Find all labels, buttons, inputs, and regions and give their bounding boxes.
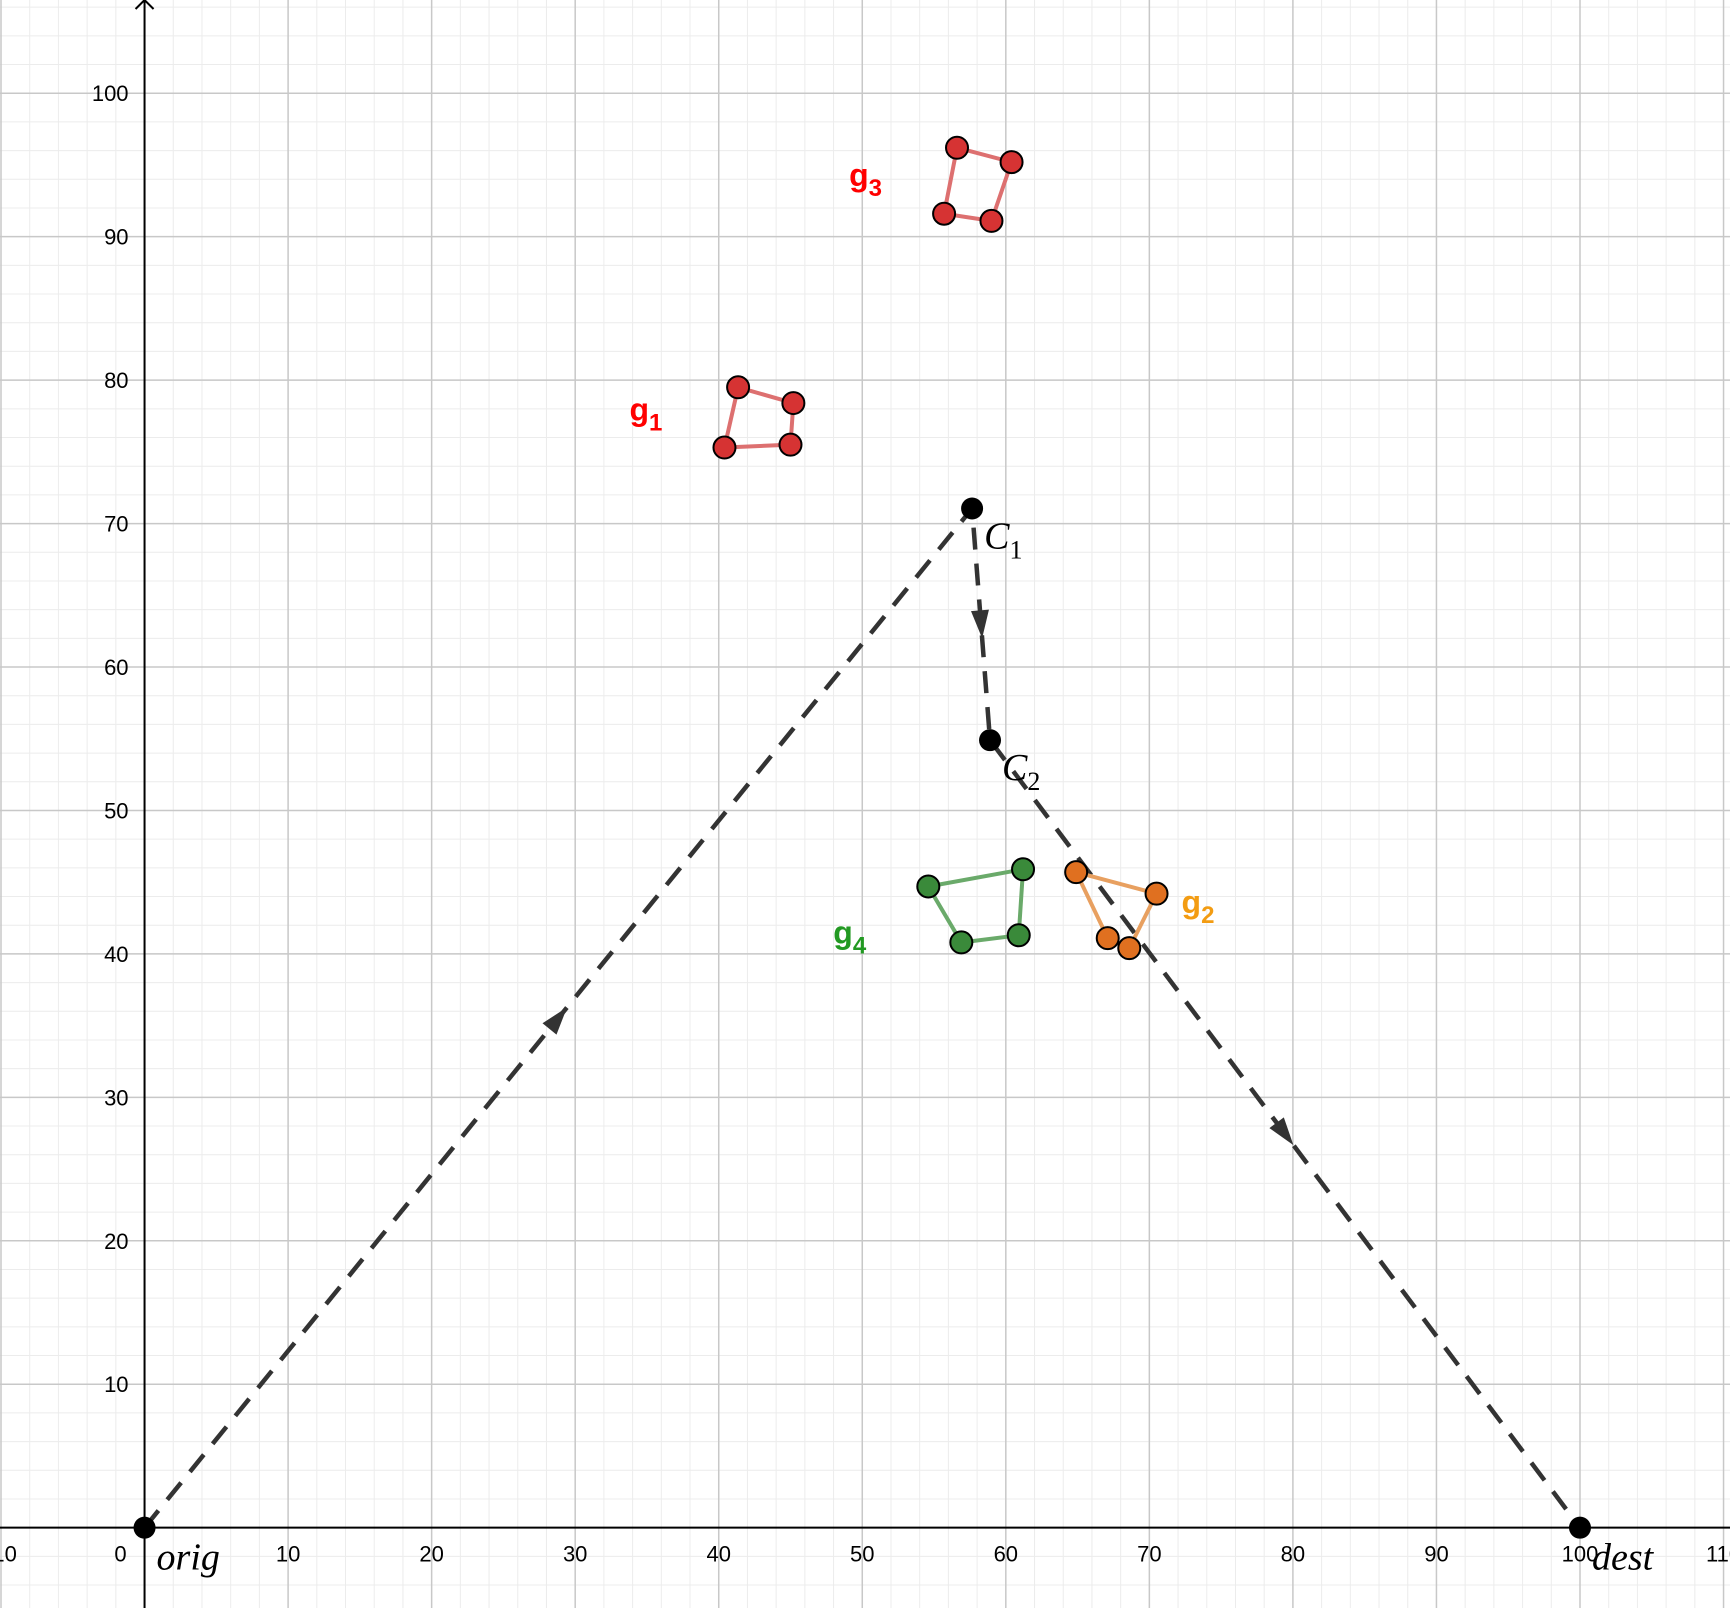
group-vertex — [1064, 860, 1089, 885]
group-label: g2 — [1182, 884, 1215, 929]
y-axis-arrow — [134, 0, 155, 10]
point-name: orig — [157, 1537, 220, 1579]
y-tick-label: 80 — [104, 368, 128, 393]
x-tick-label: 10 — [276, 1542, 300, 1567]
point-name: C — [1002, 747, 1028, 789]
group-vertex — [949, 930, 974, 955]
y-tick-label: 60 — [104, 655, 128, 680]
y-tick-label: 40 — [104, 942, 128, 967]
group-name: g — [629, 392, 649, 428]
point-name: C — [984, 516, 1010, 558]
x-tick-label: 40 — [706, 1542, 730, 1567]
group-label: g4 — [833, 914, 867, 959]
x-tick-label: 110 — [1706, 1542, 1730, 1567]
point-label: C2 — [1002, 747, 1040, 796]
group-name: g — [833, 914, 853, 950]
point-label: dest — [1592, 1537, 1655, 1579]
point — [979, 729, 1002, 752]
point-label: C1 — [984, 516, 1022, 565]
route-arrow — [1269, 1117, 1294, 1146]
route-arrow — [542, 1007, 568, 1035]
x-tick-label: -10 — [0, 1542, 17, 1567]
y-tick-label: 10 — [104, 1372, 128, 1397]
x-tick-label: 90 — [1424, 1542, 1448, 1567]
y-tick-label: 100 — [92, 81, 129, 106]
group-vertex — [932, 201, 957, 226]
group-vertex — [1006, 923, 1031, 948]
group-vertex — [1095, 926, 1120, 951]
group-index: 2 — [1201, 902, 1214, 929]
group-vertex — [726, 375, 751, 400]
point — [133, 1516, 156, 1539]
group-vertex — [712, 435, 737, 460]
x-tick-label: 20 — [419, 1542, 443, 1567]
group-label: g1 — [629, 392, 662, 437]
x-tick-label: 50 — [850, 1542, 874, 1567]
point — [1568, 1516, 1591, 1539]
x-tick-label: 30 — [563, 1542, 587, 1567]
y-tick-label: 90 — [104, 225, 128, 250]
group-vertex — [781, 391, 806, 416]
group-vertex — [945, 135, 970, 160]
point — [961, 497, 984, 520]
group-name: g — [849, 157, 869, 193]
y-tick-label: 70 — [104, 512, 128, 537]
y-tick-label: 50 — [104, 798, 128, 823]
x-tick-label: 0 — [114, 1542, 126, 1567]
point-label: orig — [157, 1537, 220, 1579]
x-tick-label: 100 — [1562, 1542, 1599, 1567]
group-vertex — [979, 208, 1004, 233]
y-tick-label: 30 — [104, 1085, 128, 1110]
x-tick-label: 80 — [1281, 1542, 1305, 1567]
group-vertex — [1117, 936, 1142, 961]
group-vertex — [1011, 857, 1036, 882]
group-vertex — [1144, 881, 1169, 906]
group-index: 4 — [853, 932, 867, 959]
group-vertex — [778, 432, 803, 457]
group-vertex — [916, 874, 941, 899]
point-index: 1 — [1009, 536, 1022, 565]
group-vertex — [999, 150, 1024, 175]
group-label: g3 — [849, 157, 882, 202]
group-name: g — [1182, 884, 1202, 920]
point-index: 2 — [1027, 767, 1040, 796]
group-index: 1 — [649, 410, 662, 437]
x-tick-label: 70 — [1137, 1542, 1161, 1567]
point-name: dest — [1592, 1537, 1655, 1579]
x-tick-label: 60 — [994, 1542, 1018, 1567]
y-tick-label: 20 — [104, 1229, 128, 1254]
route-arrow — [971, 609, 989, 639]
group-index: 3 — [869, 175, 882, 202]
